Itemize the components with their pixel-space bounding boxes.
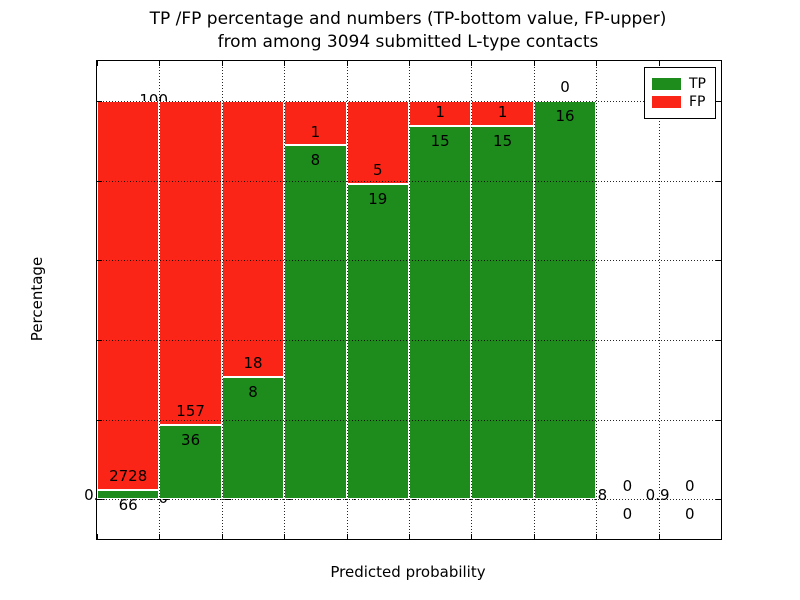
- tick-mark: [97, 180, 102, 182]
- tick-mark: [658, 534, 660, 539]
- tick-mark: [97, 260, 102, 262]
- gridline: [346, 61, 348, 539]
- tick-mark: [97, 419, 102, 421]
- fp-count-label: 1: [435, 103, 445, 122]
- bar-segment-tp: [284, 145, 347, 500]
- fp-legend-label: FP: [689, 94, 706, 110]
- chart-title-line2: from among 3094 submitted L-type contact…: [217, 32, 599, 52]
- tp-count-label: 15: [493, 131, 513, 150]
- tp-legend-swatch: [652, 78, 681, 90]
- fp-count-label: 18: [243, 354, 263, 373]
- tick-mark: [471, 61, 473, 66]
- tick-mark: [346, 534, 348, 539]
- fp-count-label: 5: [373, 161, 383, 180]
- chart-title: TP /FP percentage and numbers (TP-bottom…: [96, 8, 720, 54]
- tp-count-label: 19: [368, 189, 388, 208]
- legend-entry-tp: TP: [652, 76, 706, 92]
- bar-segment-fp: [346, 100, 409, 184]
- tp-count-label: 66: [118, 495, 138, 514]
- fp-count-label: 2728: [109, 467, 148, 486]
- bar-segment-tp: [533, 100, 597, 500]
- tick-mark: [716, 180, 721, 182]
- tp-count-label: 0: [685, 505, 695, 524]
- tick-mark: [716, 339, 721, 341]
- y-axis-label: Percentage: [28, 256, 46, 342]
- tick-mark: [533, 534, 535, 539]
- tick-mark: [409, 61, 410, 66]
- gridline: [533, 61, 535, 539]
- tp-count-label: 0: [622, 505, 633, 524]
- legend: TP FP: [644, 67, 716, 119]
- plot-area: TP FP 2728 66 157 36 18 8 1 8 5 19 1 15 1 15 0 16 0 0 0 0: [96, 60, 722, 540]
- tick-mark: [97, 534, 98, 539]
- tick-mark: [97, 100, 102, 102]
- tick-mark: [97, 61, 98, 66]
- fp-count-label: 0: [622, 476, 633, 495]
- gridline: [471, 61, 473, 539]
- bar-segment-tp: [97, 489, 160, 500]
- tp-count-label: 15: [430, 131, 450, 150]
- gridline: [284, 61, 286, 539]
- tick-mark: [409, 534, 410, 539]
- gridline: [159, 61, 161, 539]
- fp-legend-swatch: [652, 96, 681, 108]
- legend-entry-fp: FP: [652, 94, 706, 110]
- tick-mark: [159, 534, 161, 539]
- tick-mark: [284, 61, 286, 66]
- tick-mark: [716, 260, 721, 262]
- tick-mark: [596, 61, 598, 66]
- bar-segment-tp: [409, 125, 472, 500]
- tick-mark: [97, 339, 102, 341]
- gridline: [596, 61, 598, 539]
- fp-count-label: 1: [497, 103, 508, 122]
- bar-segment-tp: [471, 125, 534, 500]
- tick-mark: [221, 61, 223, 66]
- tick-mark: [284, 534, 286, 539]
- tick-mark: [221, 534, 223, 539]
- tick-mark: [716, 419, 721, 421]
- tick-mark: [533, 61, 535, 66]
- fp-count-label: 157: [176, 402, 205, 421]
- tick-mark: [716, 100, 721, 102]
- x-tick-label: 0.9: [645, 486, 670, 504]
- bar-segment-fp: [159, 100, 222, 425]
- x-axis-label: Predicted probability: [330, 563, 486, 581]
- tp-count-label: 36: [181, 431, 201, 449]
- tick-mark: [97, 499, 102, 501]
- tick-mark: [596, 534, 598, 539]
- fp-count-label: 0: [560, 78, 570, 97]
- fp-count-label: 1: [310, 122, 321, 141]
- gridline: [221, 61, 223, 539]
- tick-mark: [716, 499, 721, 501]
- bar-segment-fp: [221, 100, 285, 377]
- tp-count-label: 8: [248, 382, 258, 401]
- chart-title-line1: TP /FP percentage and numbers (TP-bottom…: [149, 9, 667, 29]
- bar-segment-fp: [97, 100, 160, 490]
- gridline: [658, 61, 660, 539]
- bar-segment-tp: [159, 424, 222, 500]
- tp-count-label: 8: [310, 151, 321, 170]
- tp-count-label: 16: [555, 106, 575, 125]
- bar-segment-tp: [346, 183, 409, 500]
- gridline: [409, 61, 410, 539]
- tick-mark: [159, 61, 161, 66]
- fp-count-label: 0: [685, 476, 695, 495]
- tick-mark: [346, 61, 348, 66]
- tp-legend-label: TP: [689, 76, 706, 92]
- tick-mark: [471, 534, 473, 539]
- tick-mark: [658, 61, 660, 66]
